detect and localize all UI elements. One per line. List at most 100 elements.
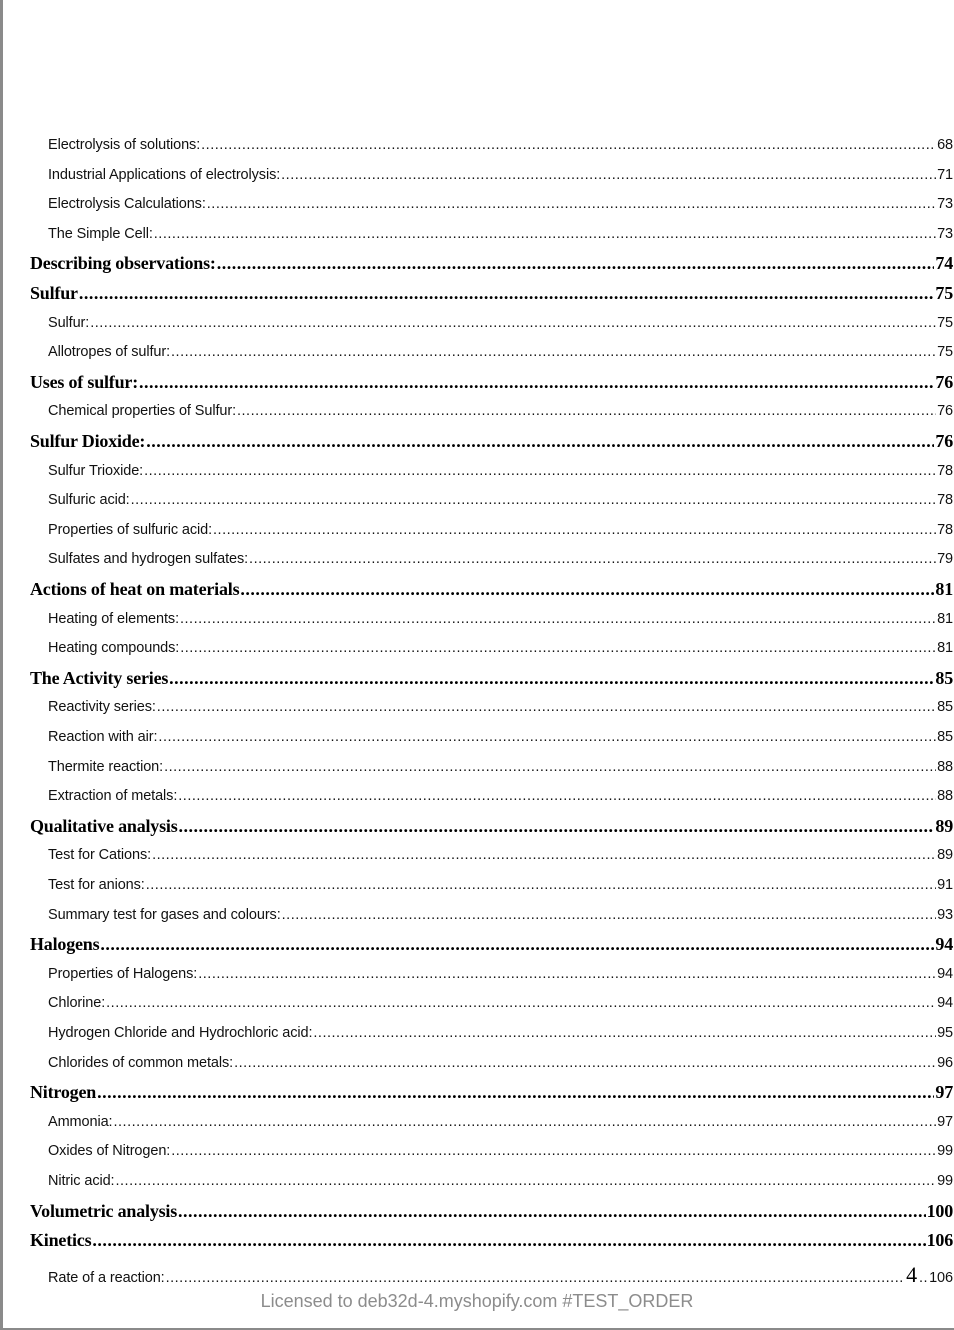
toc-section-entry[interactable]: Heating of elements:....................…	[48, 611, 953, 635]
toc-entry-title: Heating of elements:	[48, 610, 179, 627]
toc-entry-page: 75	[937, 314, 953, 331]
toc-entry-page: 79	[937, 551, 953, 568]
page-border-left	[0, 0, 3, 1330]
toc-leader-dots: ........................................…	[180, 610, 937, 627]
toc-entry-page: 91	[937, 877, 953, 893]
toc-entry-title: Test for anions:	[48, 877, 145, 893]
toc-entry-title: Sulfur:	[48, 314, 90, 331]
toc-section-entry[interactable]: Sulfuric acid: .........................…	[48, 492, 953, 516]
toc-leader-dots: ........................................…	[152, 847, 937, 864]
toc-leader-dots: ........................................…	[281, 906, 936, 923]
toc-section-entry[interactable]: Electrolysis of solutions:..............…	[48, 137, 953, 161]
toc-leader-dots: ........................................…	[281, 166, 936, 183]
toc-chapter-entry[interactable]: The Activity series ....................…	[30, 668, 953, 692]
toc-entry-page: 81	[937, 610, 953, 627]
toc-entry-title: Hydrogen Chloride and Hydrochloric acid:	[48, 1025, 313, 1041]
toc-section-entry[interactable]: Industrial Applications of electrolysis:…	[48, 167, 953, 191]
toc-entry-page: 96	[937, 1054, 953, 1071]
toc-leader-dots: ........................................…	[171, 1143, 936, 1160]
toc-entry-page: 106	[926, 1230, 954, 1251]
toc-entry-title: Sulfates and hydrogen sulfates:	[48, 551, 249, 568]
toc-leader-dots: ........................................…	[158, 729, 936, 745]
toc-entry-page: 94	[935, 934, 953, 955]
toc-chapter-entry[interactable]: Uses of sulfur: ........................…	[30, 372, 953, 396]
toc-chapter-entry[interactable]: Halogens ...............................…	[30, 934, 953, 958]
toc-entry-title: Test for Cations:	[48, 847, 152, 864]
toc-chapter-entry[interactable]: Qualitative analysis ...................…	[30, 816, 953, 840]
toc-chapter-entry[interactable]: Volumetric analysis.....................…	[30, 1201, 953, 1225]
toc-section-entry[interactable]: Reactivity series:......................…	[48, 699, 953, 723]
toc-chapter-entry[interactable]: Nitrogen................................…	[30, 1082, 953, 1106]
toc-section-entry[interactable]: The Simple Cell:........................…	[48, 226, 953, 250]
toc-leader-dots: ........................................…	[115, 1173, 937, 1189]
toc-section-entry[interactable]: Oxides of Nitrogen: ....................…	[48, 1143, 953, 1167]
toc-section-entry[interactable]: Hydrogen Chloride and Hydrochloric acid:…	[48, 1025, 953, 1049]
toc-chapter-entry[interactable]: Kinetics................................…	[30, 1230, 953, 1254]
toc-section-entry[interactable]: Sulfur Trioxide:........................…	[48, 463, 953, 487]
toc-section-entry[interactable]: Electrolysis Calculations: .............…	[48, 196, 953, 220]
toc-section-entry[interactable]: Chlorides of common metals: ............…	[48, 1055, 953, 1079]
toc-leader-dots: ........................................…	[180, 640, 937, 657]
toc-section-entry[interactable]: Chemical properties of Sulfur: .........…	[48, 403, 953, 427]
toc-section-entry[interactable]: Sulfur: ................................…	[48, 315, 953, 339]
toc-entry-page: 106	[929, 1269, 953, 1286]
toc-section-entry[interactable]: Properties of sulfuric acid:............…	[48, 522, 953, 546]
toc-section-entry[interactable]: Heating compounds: .....................…	[48, 640, 953, 664]
toc-section-entry[interactable]: Reaction with air: .....................…	[48, 729, 953, 753]
page-border-bottom	[0, 1328, 954, 1330]
toc-section-entry[interactable]: Test for Cations: ......................…	[48, 847, 953, 871]
toc-entry-title: Sulfur	[30, 283, 78, 303]
toc-entry-title: Sulfur Dioxide:	[30, 431, 146, 451]
toc-entry-title: The Simple Cell:	[48, 225, 153, 242]
toc-leader-dots: ........................................…	[169, 667, 935, 688]
toc-leader-dots: ........................................…	[97, 1082, 935, 1103]
toc-section-entry[interactable]: Allotropes of sulfur:...................…	[48, 344, 953, 368]
toc-entry-title: Properties of sulfuric acid:	[48, 521, 213, 538]
toc-chapter-entry[interactable]: Actions of heat on materials ...........…	[30, 579, 953, 603]
toc-leader-dots: ........................................…	[139, 371, 934, 392]
toc-entry-page: 75	[935, 283, 953, 303]
toc-leader-dots: ........................................…	[164, 758, 936, 775]
toc-section-entry[interactable]: Chlorine: ..............................…	[48, 995, 953, 1019]
toc-leader-dots: ........................................…	[178, 788, 936, 805]
toc-section-entry[interactable]: Sulfates and hydrogen sulfates: ........…	[48, 551, 953, 575]
toc-entry-title: Chlorine:	[48, 995, 106, 1012]
toc-entry-title: Properties of Halogens:	[48, 965, 198, 982]
toc-chapter-entry[interactable]: Sulfur Dioxide:.........................…	[30, 431, 953, 455]
toc-entry-page: 99	[937, 1173, 953, 1189]
toc-section-entry[interactable]: Properties of Halogens: ................…	[48, 966, 953, 990]
toc-leader-dots: ........................................…	[249, 551, 936, 568]
toc-entry-page: 93	[937, 906, 953, 923]
toc-chapter-entry[interactable]: Sulfur..................................…	[30, 283, 953, 307]
toc-entry-title: Ammonia:	[48, 1113, 113, 1130]
toc-entry-title: Thermite reaction:	[48, 758, 164, 775]
toc-leader-dots: ........................................…	[153, 225, 937, 242]
toc-entry-page: 85	[935, 667, 953, 688]
toc-section-entry[interactable]: Nitric acid: ...........................…	[48, 1173, 953, 1197]
toc-entry-title: Reaction with air:	[48, 729, 158, 745]
toc-leader-dots: ........................................…	[90, 314, 937, 331]
toc-entry-title: Allotropes of sulfur:	[48, 344, 171, 361]
toc-section-entry[interactable]: Extraction of metals: ..................…	[48, 788, 953, 812]
toc-entry-title: Halogens	[30, 934, 100, 955]
toc-section-entry[interactable]: Thermite reaction: .....................…	[48, 759, 953, 783]
toc-entry-page: 85	[937, 699, 953, 716]
toc-entry-page: 73	[937, 196, 953, 213]
toc-entry-page: 76	[937, 403, 953, 420]
toc-entry-page: 76	[935, 431, 953, 451]
toc-entry-page: 100	[926, 1200, 954, 1221]
toc-entry-title: Qualitative analysis	[30, 815, 178, 836]
toc-entry-title: Reactivity series:	[48, 699, 156, 716]
toc-section-entry[interactable]: Ammonia:................................…	[48, 1114, 953, 1138]
toc-entry-page: 89	[937, 847, 953, 864]
toc-chapter-entry[interactable]: Describing observations:................…	[30, 253, 953, 277]
toc-section-entry[interactable]: Summary test for gases and colours: ....…	[48, 907, 953, 931]
toc-leader-dots: ........................................…	[106, 995, 937, 1012]
toc-section-entry[interactable]: Test for anions:........................…	[48, 877, 953, 901]
toc-entry-title: Electrolysis Calculations:	[48, 196, 206, 213]
toc-leader-dots: ........................................…	[198, 965, 937, 982]
toc-section-entry[interactable]: Rate of a reaction:.....................…	[48, 1262, 953, 1287]
toc-entry-title: Oxides of Nitrogen:	[48, 1143, 171, 1160]
toc-leader-dots: ........................................…	[234, 1054, 937, 1071]
license-footer: Licensed to deb32d-4.myshopify.com #TEST…	[260, 1291, 694, 1311]
